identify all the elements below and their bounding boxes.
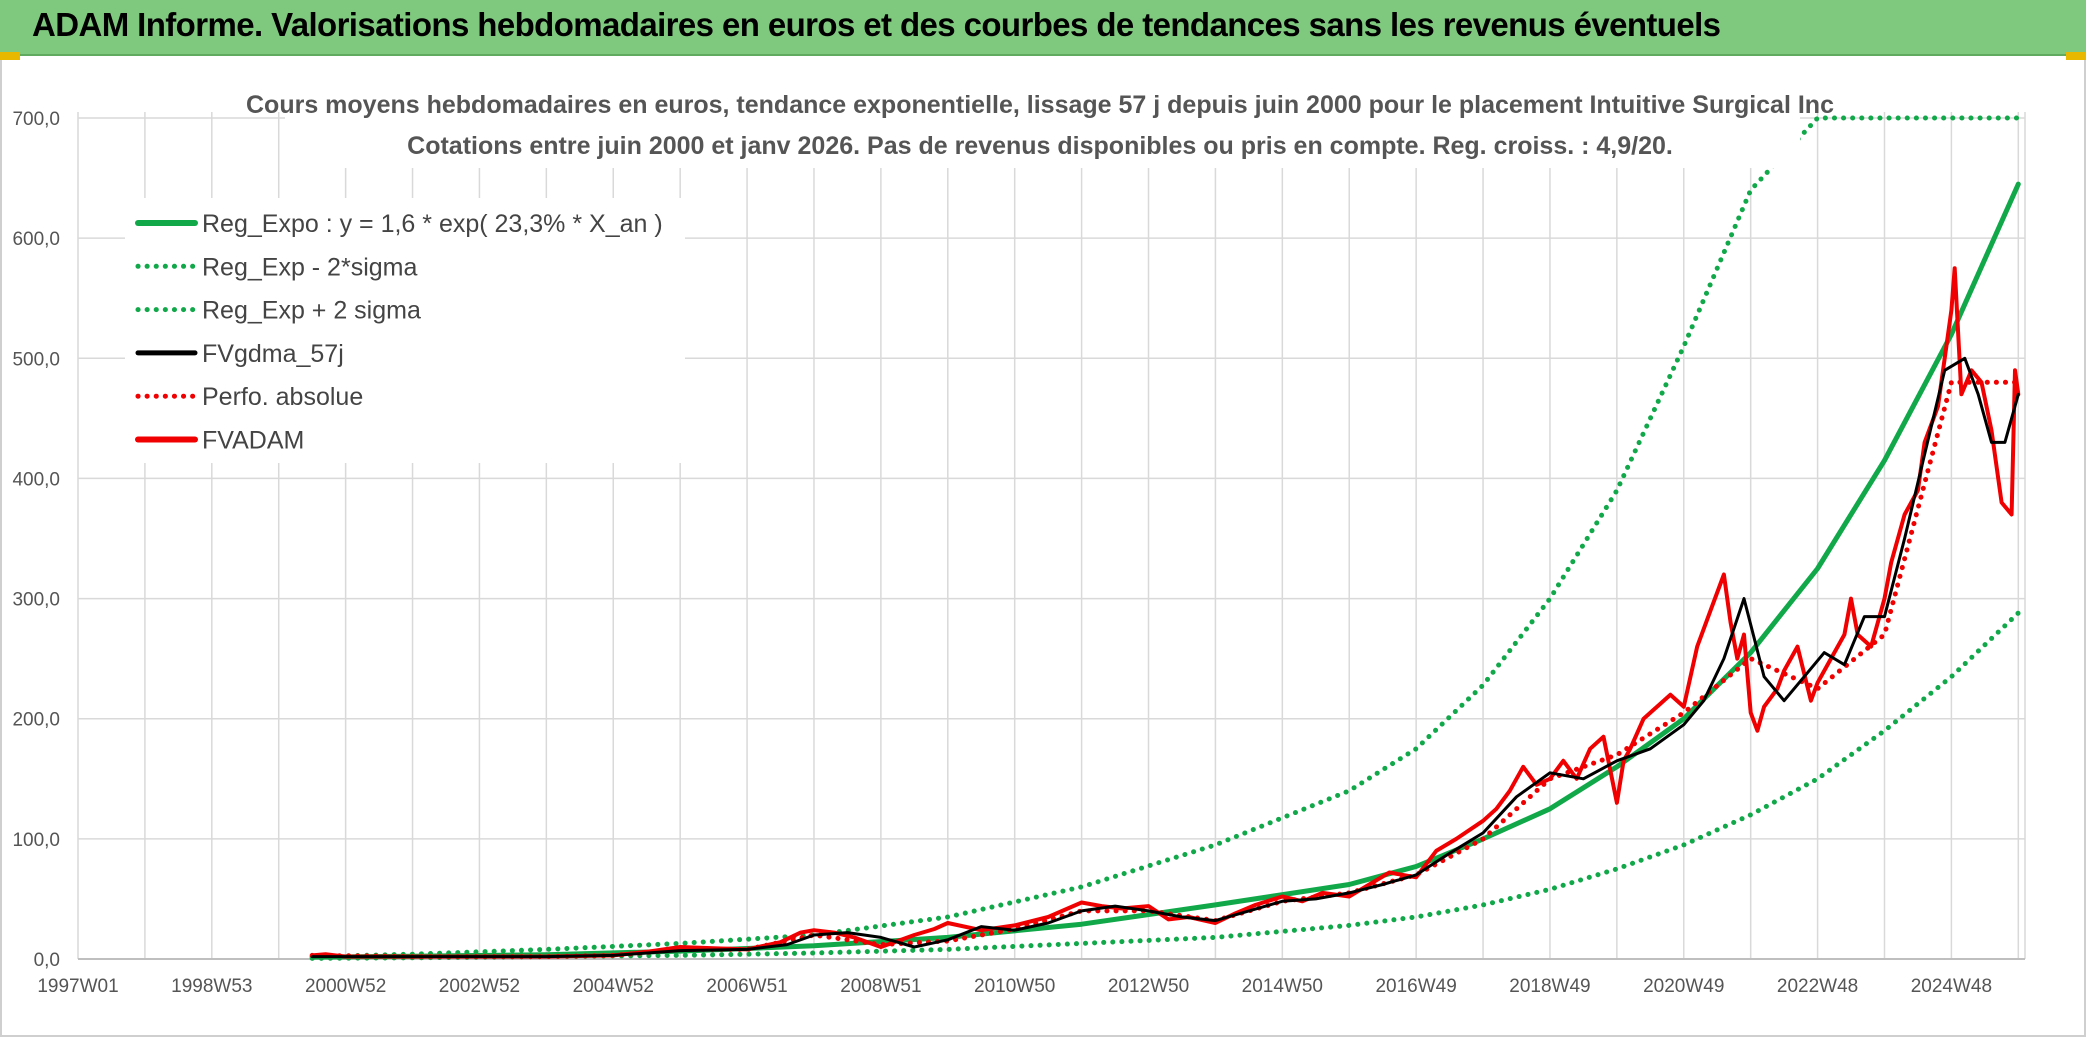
banner-title: ADAM Informe. Valorisations hebdomadaire… <box>32 6 1721 43</box>
x-tick-label: 2018W49 <box>1509 976 1590 997</box>
y-tick-label: 100,0 <box>12 830 60 851</box>
y-tick-label: 300,0 <box>12 590 60 611</box>
series-line-2 <box>309 115 2021 960</box>
legend-label: FVgdma_57j <box>202 340 344 368</box>
x-tick-label: 2012W50 <box>1108 976 1189 997</box>
grid-lines <box>77 112 2026 960</box>
legend: Reg_Expo : y = 1,6 * exp( 23,3% * X_an )… <box>125 198 685 463</box>
y-axis-ticks: 0,0 100,0 200,0 300,0 400,0 500,0 600,0 700,0 <box>12 109 60 971</box>
legend-label: Reg_Expo : y = 1,6 * exp( 23,3% * X_an ) <box>202 210 663 238</box>
x-tick-label: 2020W49 <box>1643 976 1724 997</box>
y-tick-label: 200,0 <box>12 710 60 731</box>
x-tick-label: 2000W52 <box>305 976 386 997</box>
legend-label: Perfo. absolue <box>202 383 363 411</box>
legend-label: Reg_Exp - 2*sigma <box>202 253 417 281</box>
chart-subtitle: Cotations entre juin 2000 et janv 2026. … <box>407 132 1673 160</box>
x-tick-label: 2008W51 <box>840 976 921 997</box>
legend-label: Reg_Exp + 2 sigma <box>202 297 421 325</box>
y-tick-label: 500,0 <box>12 349 60 370</box>
x-axis-ticks: 1997W01 1998W53 2000W52 2002W52 2004W52 2006W… <box>37 976 1992 997</box>
x-tick-label: 2022W48 <box>1777 976 1858 997</box>
legend-label: FVADAM <box>202 427 304 455</box>
corner-mark-right <box>2066 52 2086 60</box>
x-tick-label: 2002W52 <box>439 976 520 997</box>
x-tick-label: 2010W50 <box>974 976 1055 997</box>
x-tick-label: 1998W53 <box>171 976 252 997</box>
y-tick-label: 0,0 <box>34 950 60 971</box>
y-tick-label: 600,0 <box>12 229 60 250</box>
chart-title: Cours moyens hebdomadaires en euros, ten… <box>246 91 1834 119</box>
x-tick-label: 1997W01 <box>37 976 118 997</box>
x-tick-label: 2024W48 <box>1911 976 1992 997</box>
legend-background <box>125 198 685 463</box>
chart-titles: Cours moyens hebdomadaires en euros, ten… <box>246 84 1834 168</box>
banner: ADAM Informe. Valorisations hebdomadaire… <box>0 0 2086 56</box>
series-line-3 <box>310 356 2020 959</box>
x-tick-label: 2014W50 <box>1242 976 1323 997</box>
y-tick-label: 400,0 <box>12 469 60 490</box>
corner-mark-left <box>0 52 20 60</box>
series-lines <box>309 115 2021 961</box>
x-tick-label: 2016W49 <box>1375 976 1456 997</box>
y-tick-label: 700,0 <box>12 109 60 130</box>
x-tick-label: 2004W52 <box>573 976 654 997</box>
series-line-5 <box>310 266 2021 959</box>
x-tick-label: 2006W51 <box>706 976 787 997</box>
